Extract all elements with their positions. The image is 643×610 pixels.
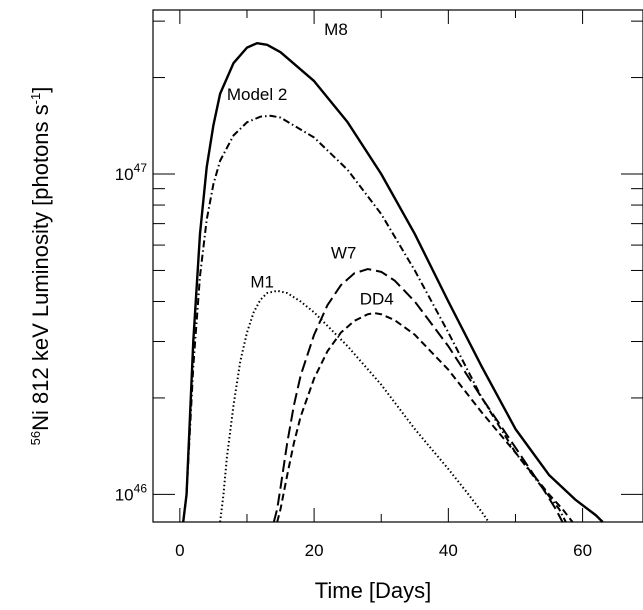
tick-labels: 0 20 40 60 1046 1047: [115, 161, 592, 560]
x-tick-label: 20: [305, 541, 324, 560]
y-tick-label: 1046: [115, 481, 148, 504]
x-tick-label: 40: [439, 541, 458, 560]
y-axis-title-isotope: 56: [28, 431, 43, 445]
series-line-m1: [219, 289, 490, 523]
y-tick-label: 1047: [115, 161, 148, 184]
series-line-w7: [272, 268, 564, 523]
series-line-dd4: [276, 312, 574, 523]
x-tick-label: 0: [175, 541, 184, 560]
plot-frame: [152, 9, 643, 523]
series-label-model-2: Model 2: [227, 85, 287, 104]
series-line-m8: [182, 42, 604, 523]
x-axis-title: Time [Days]: [315, 578, 432, 603]
y-axis-title-suffix: ]: [28, 87, 53, 93]
series-label-w7: W7: [331, 243, 357, 262]
series-label-m8: M8: [324, 20, 348, 39]
x-tick-label: 60: [573, 541, 592, 560]
series-label-dd4: DD4: [360, 289, 394, 308]
series-label-m1: M1: [250, 273, 274, 292]
y-axis-title: 56Ni 812 keV Luminosity [photons s-1]: [28, 87, 53, 446]
series-labels: M8 Model 2 M1 W7 DD4: [227, 20, 394, 309]
series-line-model-2: [182, 114, 567, 523]
y-axis-title-main: Ni 812 keV Luminosity [photons s: [28, 104, 53, 431]
y-axis-title-exponent: -1: [28, 93, 43, 105]
series-group: [182, 42, 604, 523]
tick-marks: [153, 10, 643, 522]
